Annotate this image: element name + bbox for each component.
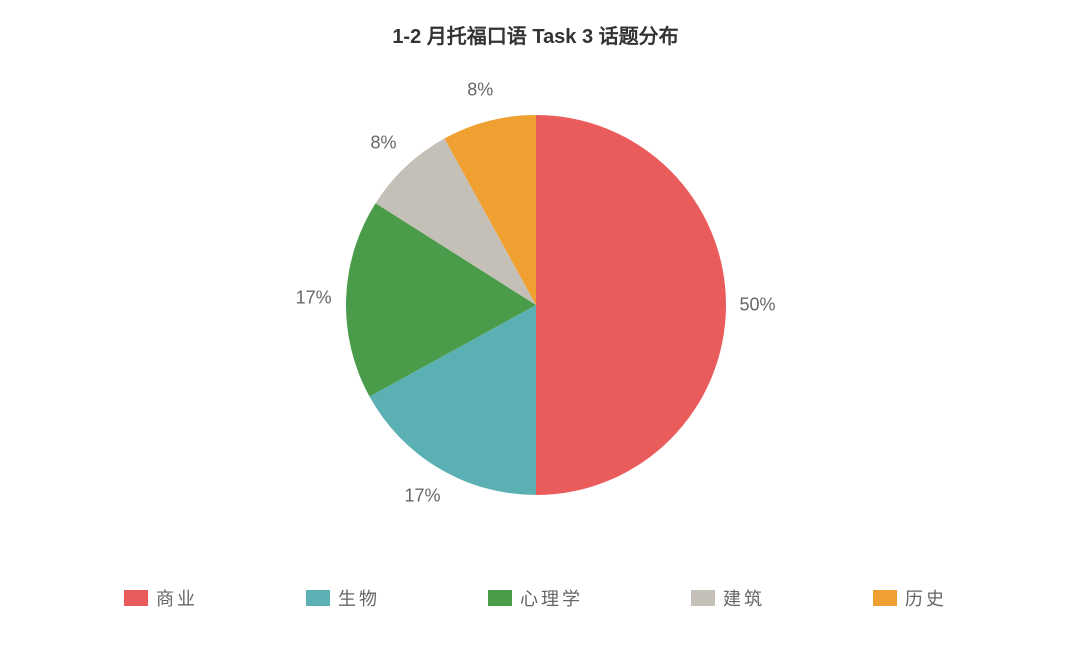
legend: 商业 生物 心理学 建筑 历史 [0, 585, 1071, 611]
legend-swatch-3 [691, 590, 715, 606]
legend-label-1: 生物 [338, 585, 380, 611]
legend-swatch-4 [873, 590, 897, 606]
pie-area: 50% 17% 17% 8% 8% [0, 70, 1071, 540]
slice-label-0: 50% [739, 295, 775, 316]
legend-item-1: 生物 [306, 585, 380, 611]
legend-label-2: 心理学 [520, 585, 583, 611]
legend-swatch-1 [306, 590, 330, 606]
legend-item-3: 建筑 [691, 585, 765, 611]
legend-swatch-2 [488, 590, 512, 606]
pie-chart [346, 115, 726, 495]
chart-container: 1-2 月托福口语 Task 3 话题分布 50% 17% 17% 8% 8% 商业 生物… [0, 0, 1071, 651]
legend-item-2: 心理学 [488, 585, 583, 611]
slice-label-4: 8% [467, 79, 493, 100]
legend-item-4: 历史 [873, 585, 947, 611]
slice-label-2: 17% [296, 288, 332, 309]
legend-swatch-0 [124, 590, 148, 606]
pie-slice-0 [536, 115, 726, 495]
legend-label-4: 历史 [905, 585, 947, 611]
chart-title: 1-2 月托福口语 Task 3 话题分布 [0, 20, 1071, 49]
legend-label-0: 商业 [156, 585, 198, 611]
slice-label-3: 8% [371, 133, 397, 154]
slice-label-1: 17% [404, 486, 440, 507]
legend-item-0: 商业 [124, 585, 198, 611]
legend-label-3: 建筑 [723, 585, 765, 611]
